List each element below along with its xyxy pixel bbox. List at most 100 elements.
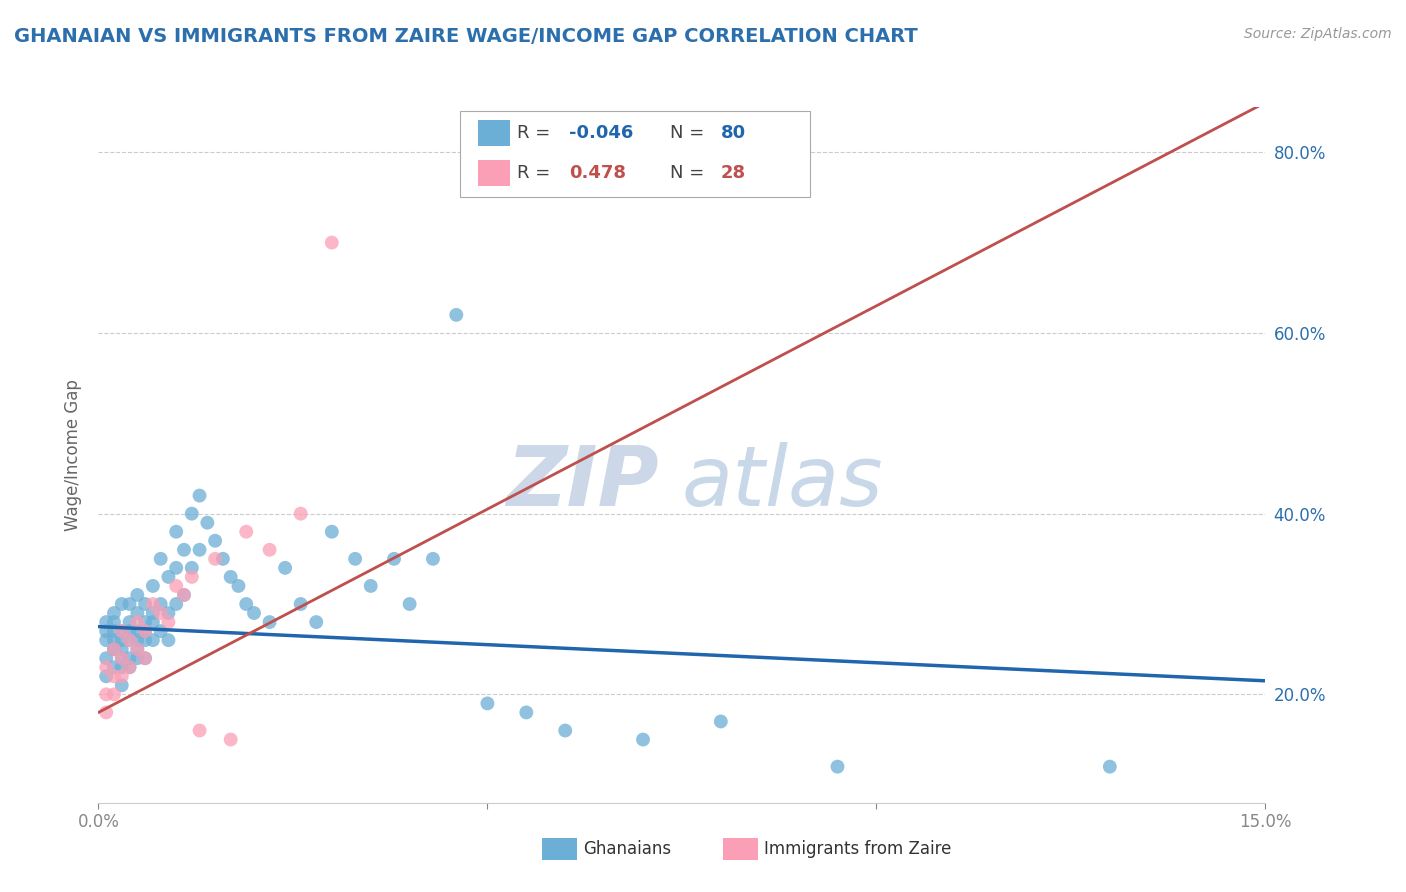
Point bbox=[165, 597, 187, 611]
Point bbox=[422, 551, 444, 566]
Point bbox=[212, 551, 235, 566]
Point bbox=[96, 687, 118, 701]
Point bbox=[127, 642, 149, 657]
Point bbox=[180, 570, 202, 584]
Point bbox=[103, 642, 125, 657]
Point bbox=[118, 597, 141, 611]
Point bbox=[118, 633, 141, 648]
Point bbox=[149, 624, 172, 639]
Point bbox=[111, 651, 134, 665]
Point bbox=[111, 651, 134, 665]
Point bbox=[219, 732, 242, 747]
Point bbox=[827, 759, 849, 773]
Text: R =: R = bbox=[517, 124, 557, 142]
Point bbox=[103, 642, 125, 657]
Point bbox=[118, 651, 141, 665]
Text: 28: 28 bbox=[720, 164, 745, 182]
Point bbox=[180, 507, 202, 521]
FancyBboxPatch shape bbox=[478, 120, 510, 146]
Point bbox=[235, 524, 257, 539]
Point bbox=[142, 606, 165, 620]
Point bbox=[127, 642, 149, 657]
Point bbox=[96, 624, 118, 639]
Point bbox=[149, 551, 172, 566]
Point bbox=[259, 615, 281, 629]
Point bbox=[554, 723, 576, 738]
Point bbox=[305, 615, 328, 629]
Point bbox=[127, 633, 149, 648]
Point bbox=[134, 633, 156, 648]
Point bbox=[127, 651, 149, 665]
Point bbox=[149, 597, 172, 611]
Point bbox=[157, 570, 180, 584]
Point bbox=[96, 660, 118, 674]
Point bbox=[360, 579, 382, 593]
Point bbox=[127, 624, 149, 639]
Point bbox=[96, 633, 118, 648]
Point bbox=[321, 235, 343, 250]
Point bbox=[103, 642, 125, 657]
FancyBboxPatch shape bbox=[478, 160, 510, 186]
Point bbox=[290, 507, 312, 521]
FancyBboxPatch shape bbox=[723, 838, 758, 860]
Point bbox=[127, 588, 149, 602]
Point bbox=[157, 606, 180, 620]
Point bbox=[165, 561, 187, 575]
Text: 0.478: 0.478 bbox=[568, 164, 626, 182]
Point bbox=[142, 615, 165, 629]
Text: ZIP: ZIP bbox=[506, 442, 658, 524]
Point bbox=[118, 615, 141, 629]
Point bbox=[188, 542, 211, 557]
Point bbox=[134, 651, 156, 665]
Point bbox=[142, 597, 165, 611]
Point bbox=[188, 489, 211, 503]
Point bbox=[173, 588, 195, 602]
Point bbox=[446, 308, 468, 322]
Point bbox=[180, 561, 202, 575]
Text: Immigrants from Zaire: Immigrants from Zaire bbox=[763, 839, 950, 858]
Point bbox=[134, 624, 156, 639]
Point bbox=[103, 606, 125, 620]
Point bbox=[111, 678, 134, 692]
Point bbox=[274, 561, 297, 575]
Text: -0.046: -0.046 bbox=[568, 124, 633, 142]
Point bbox=[103, 687, 125, 701]
Text: N =: N = bbox=[671, 124, 710, 142]
Point bbox=[710, 714, 733, 729]
Text: Source: ZipAtlas.com: Source: ZipAtlas.com bbox=[1244, 27, 1392, 41]
Point bbox=[118, 660, 141, 674]
Point bbox=[157, 615, 180, 629]
Y-axis label: Wage/Income Gap: Wage/Income Gap bbox=[65, 379, 83, 531]
Point bbox=[127, 615, 149, 629]
Text: N =: N = bbox=[671, 164, 710, 182]
Text: 80: 80 bbox=[720, 124, 745, 142]
Point bbox=[142, 633, 165, 648]
Point bbox=[1098, 759, 1121, 773]
Point bbox=[142, 579, 165, 593]
Point bbox=[103, 633, 125, 648]
Point bbox=[111, 624, 134, 639]
Text: atlas: atlas bbox=[682, 442, 883, 524]
Point bbox=[103, 660, 125, 674]
Point bbox=[134, 624, 156, 639]
FancyBboxPatch shape bbox=[541, 838, 576, 860]
Point bbox=[157, 633, 180, 648]
Point bbox=[118, 660, 141, 674]
Point bbox=[173, 588, 195, 602]
Point bbox=[165, 524, 187, 539]
Point bbox=[149, 606, 172, 620]
Point bbox=[228, 579, 250, 593]
Point bbox=[111, 669, 134, 683]
Point bbox=[111, 660, 134, 674]
Text: Ghanaians: Ghanaians bbox=[582, 839, 671, 858]
Point bbox=[204, 551, 226, 566]
Point bbox=[344, 551, 367, 566]
Point bbox=[111, 633, 134, 648]
Point bbox=[321, 524, 343, 539]
Point bbox=[382, 551, 405, 566]
Point bbox=[290, 597, 312, 611]
Point bbox=[118, 633, 141, 648]
Point bbox=[195, 516, 218, 530]
Point bbox=[188, 723, 211, 738]
Point bbox=[111, 597, 134, 611]
